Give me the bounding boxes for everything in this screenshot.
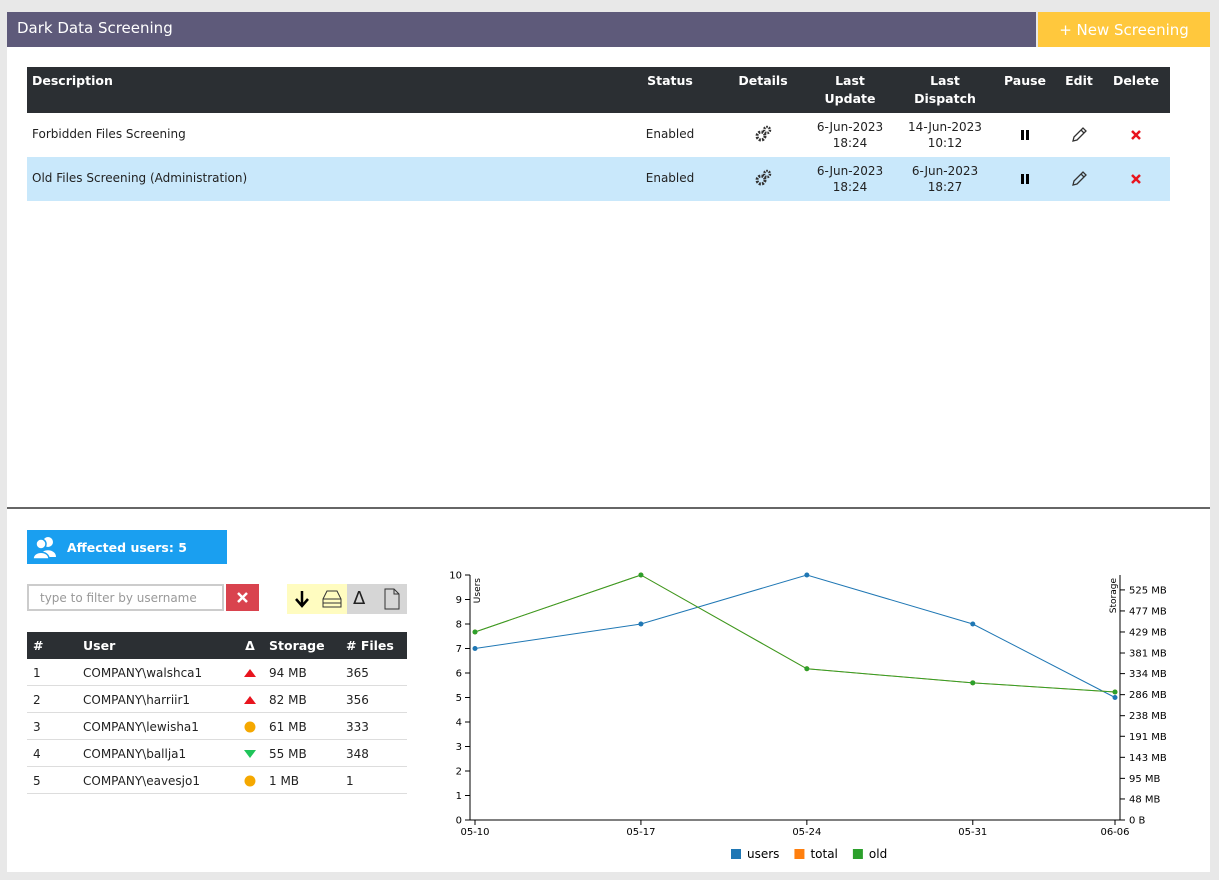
last-update: 18:24 — [832, 180, 868, 194]
description: Old Files Screening (Administration) — [32, 171, 248, 185]
files: 365 — [346, 666, 369, 680]
clear-icon — [237, 592, 248, 603]
column-header: # — [33, 638, 44, 653]
pause-button[interactable] — [1019, 129, 1031, 141]
title-bar: Dark Data Screening — [7, 12, 1036, 47]
status: Enabled — [645, 171, 695, 185]
column-header: Δ — [245, 638, 255, 653]
file-button[interactable] — [382, 587, 402, 611]
download-button[interactable] — [292, 588, 312, 610]
trend-flat — [244, 775, 256, 787]
screenings-header — [27, 67, 1170, 113]
username: COMPANY\walshca1 — [83, 666, 203, 680]
username: COMPANY\harriir1 — [83, 693, 191, 707]
delete-button[interactable] — [1130, 129, 1142, 141]
last-update: 6-Jun-2023 — [816, 120, 884, 134]
delete-button[interactable] — [1130, 173, 1142, 185]
users-header — [27, 632, 407, 659]
edit-button[interactable] — [1070, 170, 1088, 188]
rank: 2 — [33, 693, 41, 707]
filter-placeholder: type to filter by username — [40, 591, 197, 605]
storage: 94 MB — [269, 666, 307, 680]
storage: 82 MB — [269, 693, 307, 707]
trend-up — [244, 667, 256, 679]
details-button[interactable] — [754, 169, 772, 187]
pause-button[interactable] — [1019, 173, 1031, 185]
user-row — [27, 686, 407, 713]
files: 1 — [346, 774, 354, 788]
files: 348 — [346, 747, 369, 761]
filter-input[interactable]: type to filter by username — [27, 584, 224, 611]
column-header: Pause — [1003, 73, 1047, 88]
delta-button[interactable]: Δ — [353, 588, 366, 609]
column-header: Details — [738, 73, 788, 88]
last-dispatch: 10:12 — [927, 136, 963, 150]
trend-up — [244, 694, 256, 706]
title: Dark Data Screening — [17, 19, 173, 37]
status: Enabled — [645, 127, 695, 141]
last-update: 18:24 — [832, 136, 868, 150]
users-icon — [32, 537, 56, 559]
rank: 1 — [33, 666, 41, 680]
files: 333 — [346, 720, 369, 734]
user-row — [27, 740, 407, 767]
details-button[interactable] — [754, 125, 772, 143]
username: COMPANY\ballja1 — [83, 747, 187, 761]
rank: 5 — [33, 774, 41, 788]
storage-button[interactable] — [320, 587, 344, 611]
files: 356 — [346, 693, 369, 707]
clear-filter-button[interactable] — [226, 584, 259, 611]
column-header: User — [83, 638, 116, 653]
column-header: Delete — [1112, 73, 1160, 88]
username: COMPANY\eavesjo1 — [83, 774, 200, 788]
last-update: 6-Jun-2023 — [816, 164, 884, 178]
storage: 1 MB — [269, 774, 300, 788]
rank: 4 — [33, 747, 41, 761]
trend-flat — [244, 721, 256, 733]
column-header: Last Dispatch — [914, 73, 976, 106]
screening-row — [27, 157, 1170, 201]
divider — [7, 507, 1210, 509]
affected-users-label: Affected users: 5 — [67, 540, 187, 555]
column-header: Edit — [1065, 73, 1093, 88]
username: COMPANY\lewisha1 — [83, 720, 199, 734]
user-row — [27, 713, 407, 740]
last-dispatch: 6-Jun-2023 — [911, 164, 979, 178]
column-header: Storage — [269, 638, 325, 653]
storage: 61 MB — [269, 720, 307, 734]
screening-row — [27, 113, 1170, 157]
rank: 3 — [33, 720, 41, 734]
column-header: # Files — [346, 638, 394, 653]
column-header: Status — [647, 73, 693, 88]
affected-users-badge: Affected users: 5 — [27, 530, 227, 564]
storage: 55 MB — [269, 747, 307, 761]
last-dispatch: 14-Jun-2023 — [908, 120, 982, 134]
new-screening-button[interactable]: + New Screening — [1038, 12, 1210, 47]
edit-button[interactable] — [1070, 126, 1088, 144]
column-header: Last Update — [824, 73, 876, 106]
trend-down — [244, 748, 256, 760]
user-row — [27, 767, 407, 794]
column-header: Description — [32, 73, 113, 88]
last-dispatch: 18:27 — [927, 180, 963, 194]
user-row — [27, 659, 407, 686]
description: Forbidden Files Screening — [32, 127, 186, 141]
